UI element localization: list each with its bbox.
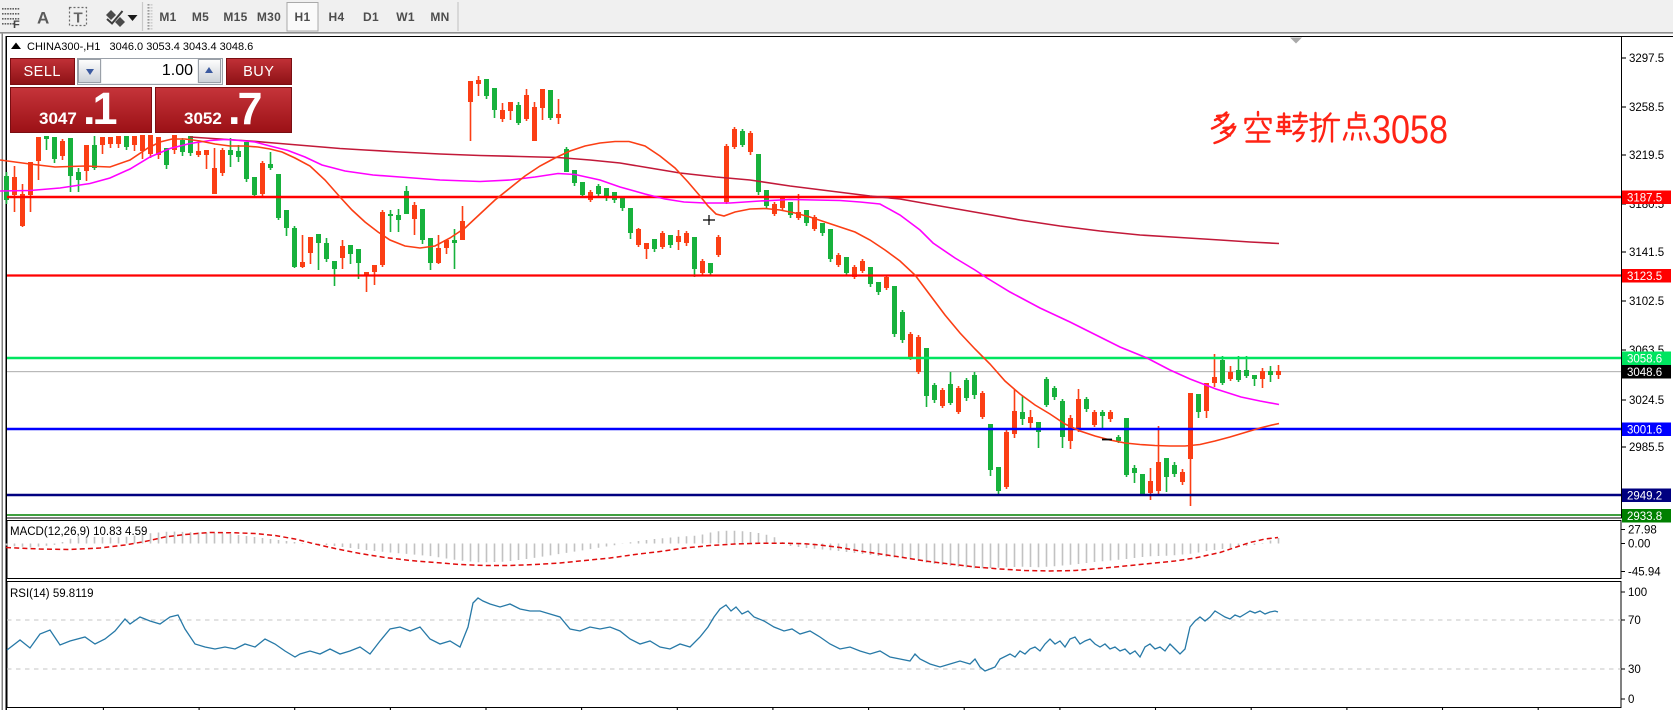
svg-text:2933.8: 2933.8 xyxy=(1627,511,1662,523)
svg-text:D1: D1 xyxy=(363,10,379,24)
svg-text:3123.5: 3123.5 xyxy=(1627,271,1662,283)
svg-text:-45.94: -45.94 xyxy=(1628,567,1661,579)
svg-text:M30: M30 xyxy=(257,10,281,24)
svg-text:F: F xyxy=(13,19,20,31)
svg-text:MN: MN xyxy=(430,10,449,24)
svg-text:RSI(14) 59.8119: RSI(14) 59.8119 xyxy=(10,588,94,600)
svg-text:M5: M5 xyxy=(192,10,209,24)
svg-text:3058: 3058 xyxy=(1372,108,1448,152)
svg-text:2985.5: 2985.5 xyxy=(1629,442,1664,454)
svg-text:3024.5: 3024.5 xyxy=(1629,395,1664,407)
svg-text:MACD(12,26,9) 10.83 4.59: MACD(12,26,9) 10.83 4.59 xyxy=(10,526,147,538)
svg-text:3058.6: 3058.6 xyxy=(1627,354,1662,366)
svg-text:3102.5: 3102.5 xyxy=(1629,296,1664,308)
svg-text:3258.5: 3258.5 xyxy=(1629,102,1664,114)
svg-text:0: 0 xyxy=(1628,694,1634,706)
svg-text:3001.6: 3001.6 xyxy=(1627,425,1662,437)
svg-text:3297.5: 3297.5 xyxy=(1629,53,1664,65)
svg-text:70: 70 xyxy=(1628,615,1641,627)
svg-text:100: 100 xyxy=(1628,587,1647,599)
svg-text:W1: W1 xyxy=(396,10,415,24)
svg-text:H4: H4 xyxy=(329,10,345,24)
svg-text:CHINA300-,H1 3046.0 3053.4 3: CHINA300-,H1 3046.0 3053.4 3043.4 3048.6 xyxy=(27,41,253,53)
svg-text:3219.5: 3219.5 xyxy=(1629,150,1664,162)
svg-text:A: A xyxy=(37,9,49,28)
svg-text:27.98: 27.98 xyxy=(1628,525,1657,537)
svg-text:M1: M1 xyxy=(159,10,176,24)
svg-text:3141.5: 3141.5 xyxy=(1629,247,1664,259)
svg-text:30: 30 xyxy=(1628,664,1641,676)
svg-text:0.00: 0.00 xyxy=(1628,539,1650,551)
svg-text:T: T xyxy=(74,10,83,27)
svg-text:2949.2: 2949.2 xyxy=(1627,491,1662,503)
svg-text:3187.5: 3187.5 xyxy=(1627,193,1662,205)
svg-text:M15: M15 xyxy=(223,10,247,24)
svg-text:3048.6: 3048.6 xyxy=(1627,367,1662,379)
svg-text:H1: H1 xyxy=(295,10,311,24)
